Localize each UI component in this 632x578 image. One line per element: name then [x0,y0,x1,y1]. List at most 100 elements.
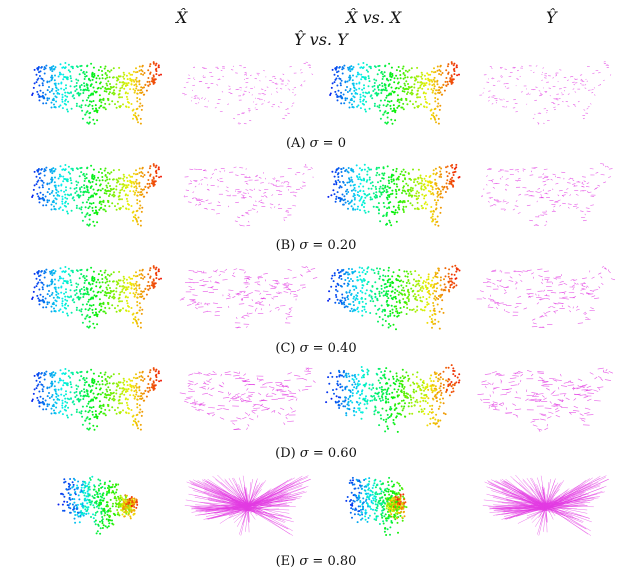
data-point [441,185,444,188]
data-point [50,372,53,375]
data-point [333,193,336,196]
data-point [148,371,151,374]
data-point [387,315,390,318]
data-point [101,289,104,292]
vector-segment [184,196,188,198]
data-point [42,306,45,309]
data-point [425,278,428,281]
data-point [127,184,130,186]
vector-segment [210,176,213,179]
data-point [349,310,352,312]
data-point [144,83,147,86]
column-header-yhat: Ŷ [546,8,557,27]
data-point [361,168,364,171]
vector-segment [303,63,306,65]
data-point [333,274,336,277]
data-point [54,106,57,109]
data-point [366,173,369,176]
data-point [108,376,111,379]
data-point [327,376,330,379]
vector-segment [574,203,579,205]
data-point [340,198,343,201]
data-point [333,73,336,76]
data-point [361,287,364,289]
data-point [140,392,143,395]
data-point [133,397,136,400]
vector-segment [579,74,583,76]
data-point [435,282,438,285]
vector-segment [561,195,565,197]
vector-segment [508,280,514,282]
data-point [357,178,360,181]
vector-segment [253,101,255,103]
vector-segment [585,207,590,209]
vector-segment [227,205,230,208]
vector-segment [287,108,289,110]
data-point [376,287,379,290]
vector-segment [515,200,518,202]
data-point [436,272,439,275]
vector-segment [285,108,288,110]
data-point [61,200,64,203]
vector-segment [294,173,297,176]
vector-segment [287,288,291,291]
data-point [440,93,443,96]
vector-segment [230,92,232,95]
data-point [98,77,101,80]
vector-segment [543,289,546,292]
data-point [420,204,423,207]
data-point [82,398,85,400]
data-point [135,414,138,417]
data-point [362,269,365,272]
data-point [101,176,104,178]
data-point [71,271,74,274]
data-point [411,290,414,293]
data-point [35,285,38,288]
data-point [431,80,434,83]
vector-segment [499,285,504,288]
data-point [36,294,39,297]
vector-segment [275,180,280,182]
data-point [51,77,54,80]
data-point [331,170,334,173]
data-point [88,422,91,425]
data-point [434,167,437,170]
data-point [101,383,104,386]
vector-segment [283,287,289,289]
data-point [373,272,376,274]
data-point [83,180,86,182]
data-point [41,94,44,97]
data-point [96,111,99,114]
data-point [351,103,353,106]
vector-segment [572,88,575,90]
data-point [37,77,40,80]
data-point [87,89,90,92]
data-point [138,389,141,392]
data-point [126,200,129,203]
data-point [341,303,343,305]
data-point [389,285,392,287]
data-point [108,70,111,73]
vector-segment [277,412,282,415]
data-point [95,179,98,182]
data-point [435,290,438,293]
data-point [361,300,364,303]
data-point [379,220,382,223]
vector-segment [243,93,245,95]
data-point [337,179,340,182]
data-point [92,406,95,408]
data-point [65,288,67,291]
data-point [355,88,358,91]
data-point [81,313,84,316]
data-point [427,181,430,184]
data-point [136,398,139,401]
data-point [112,178,115,181]
vector-segment [499,80,501,82]
data-point [106,375,109,378]
data-point [381,89,383,92]
data-point [136,92,139,95]
data-point [142,73,145,76]
data-point [45,64,48,67]
data-point [108,399,110,401]
data-point [377,202,380,205]
